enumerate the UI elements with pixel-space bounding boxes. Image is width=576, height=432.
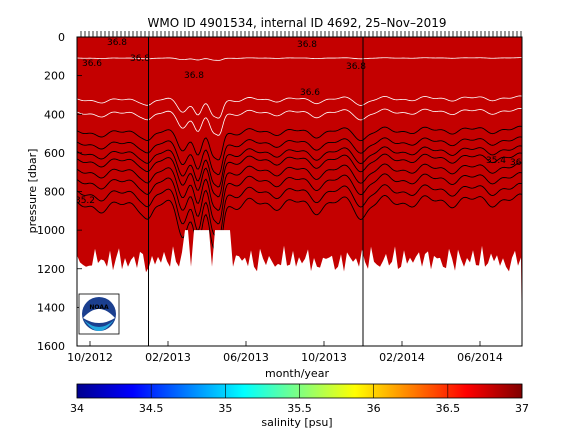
x-tick-label: 06/2013 [223,351,269,364]
noaa-logo-text: NOAA [89,304,109,311]
contour-label: 36.8 [107,38,127,48]
colorbar-label: salinity [psu] [261,416,332,429]
salinity-contour [77,107,522,136]
noaa-logo: NOAA [78,293,120,335]
contour-label: 36.8 [297,40,317,50]
y-tick-label: 1200 [37,263,65,276]
contour-label: 36.6 [300,88,320,98]
contour-label: 36.8 [346,62,366,72]
colorbar-tick-label: 36.5 [436,402,461,415]
y-tick-label: 800 [44,186,65,199]
colorbar-ticks: 34 34.5 35 35.5 36 36.5 37 [70,384,529,415]
y-tick-label: 1000 [37,224,65,237]
salinity-contour [77,95,522,119]
noaa-logo-bird [83,309,115,323]
salinity-contour [77,182,522,240]
contour-label: 35.2 [75,196,95,206]
contour-label: 36.8 [510,158,530,168]
salinity-contour [77,193,522,255]
salinity-contour [77,57,522,61]
profile-ticks [80,31,522,37]
y-axis-label: pressure [dbar] [26,149,39,234]
chart-title: WMO ID 4901534, internal ID 4692, 25–Nov… [148,16,447,30]
contour-label: 35.4 [486,156,506,166]
contour-label: 36.8 [130,54,150,64]
salinity-contour [77,145,522,188]
salinity-contour [77,136,522,176]
salinity-contour [77,162,522,211]
salinity-contours [77,57,522,255]
y-tick-label: 0 [58,31,65,44]
colorbar-tick-label: 34.5 [139,402,164,415]
x-axis-label: month/year [265,367,329,380]
y-tick-label: 600 [44,147,65,160]
colorbar-tick-label: 34 [70,402,84,415]
missing-data-area [77,230,522,346]
x-tick-label: 10/2013 [301,351,347,364]
y-tick-label: 1600 [37,340,65,353]
salinity-contour [77,172,522,225]
missing-data-gaps [77,230,522,346]
colorbar-tick-label: 35.5 [287,402,312,415]
contour-label: 36.8 [184,71,204,81]
x-axis: 10/2012 02/2013 06/2013 10/2013 02/2014 06/20… [67,341,503,364]
x-tick-label: 02/2014 [379,351,425,364]
vertical-markers [148,37,364,346]
x-tick-label: 02/2013 [145,351,191,364]
y-axis: 0 200 400 600 800 1000 1200 1400 1600 [37,31,82,353]
colorbar-tick-label: 37 [515,402,529,415]
x-tick-label: 06/2014 [457,351,503,364]
colorbar-tick-label: 35 [218,402,232,415]
y-tick-label: 200 [44,70,65,83]
y-tick-label: 1400 [37,301,65,314]
x-tick-label: 10/2012 [67,351,113,364]
colorbar-tick-label: 36 [367,402,381,415]
y-tick-label: 400 [44,108,65,121]
contour-labels: 36.836.836.836.836.836.636.636.835.435.2 [75,38,530,206]
contour-label: 36.6 [82,59,102,69]
salinity-contour [77,152,522,198]
salinity-contour [77,125,522,161]
